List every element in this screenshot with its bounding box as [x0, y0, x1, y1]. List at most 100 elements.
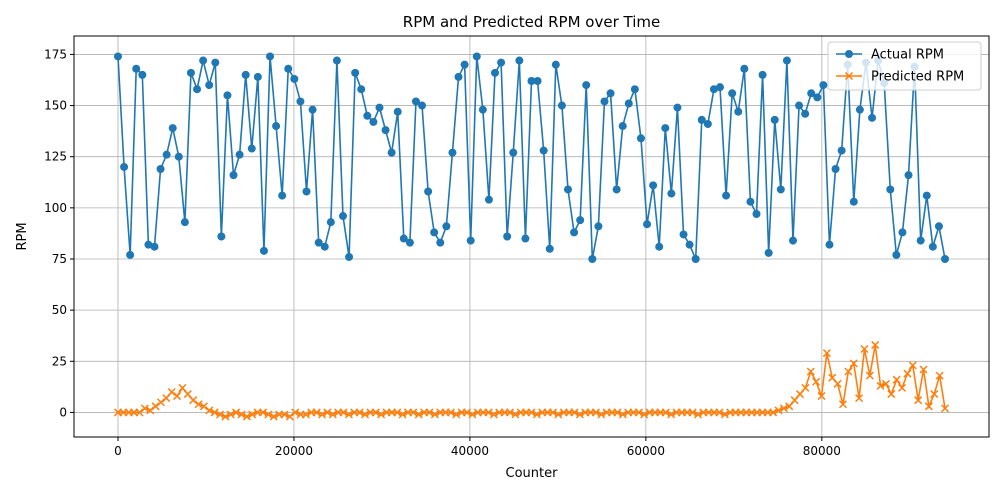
data-point — [881, 379, 890, 388]
data-point — [667, 189, 676, 198]
data-point — [779, 404, 788, 413]
data-point — [323, 408, 332, 417]
data-point — [533, 77, 542, 86]
data-point — [703, 119, 712, 128]
data-point — [113, 52, 122, 61]
data-point — [259, 246, 268, 255]
data-point — [914, 396, 923, 405]
data-point — [290, 74, 299, 83]
data-point — [448, 148, 457, 157]
data-point — [570, 408, 579, 417]
data-point — [186, 68, 195, 77]
y-tick-label: 25 — [52, 354, 67, 368]
legend: Actual RPM Predicted RPM — [827, 41, 982, 91]
data-point — [497, 58, 506, 67]
data-point — [393, 408, 402, 417]
data-point — [509, 148, 518, 157]
data-point — [532, 410, 541, 419]
data-point — [242, 412, 251, 421]
data-point — [924, 402, 933, 411]
data-point — [521, 234, 530, 243]
data-point — [302, 187, 311, 196]
data-point — [387, 148, 396, 157]
data-point — [817, 392, 826, 401]
data-point — [280, 410, 289, 419]
y-tick-label: 50 — [52, 303, 67, 317]
data-point — [860, 344, 869, 354]
data-point — [151, 402, 160, 411]
data-point — [892, 375, 901, 384]
data-point — [795, 101, 804, 110]
data-point — [746, 197, 755, 206]
data-point — [576, 216, 585, 225]
data-point — [941, 255, 950, 264]
data-point — [381, 126, 390, 135]
data-point — [774, 406, 783, 415]
data-point — [377, 410, 386, 419]
data-point — [411, 97, 420, 106]
series-line — [117, 344, 946, 418]
y-tick-label: 75 — [52, 252, 67, 266]
data-point — [570, 228, 579, 237]
legend-label: Actual RPM — [871, 48, 944, 63]
data-point — [887, 390, 896, 399]
x-axis-title: Counter — [506, 466, 559, 481]
legend-marker — [844, 71, 854, 81]
data-point — [855, 394, 864, 403]
legend-label: Predicted RPM — [871, 70, 964, 85]
data-point — [120, 162, 129, 171]
data-point — [904, 171, 913, 180]
data-point — [425, 408, 434, 417]
y-tick-label: 100 — [44, 201, 67, 215]
data-point — [903, 369, 912, 378]
data-point — [849, 359, 858, 368]
data-point — [649, 181, 658, 190]
data-point — [199, 56, 208, 65]
data-point — [308, 105, 317, 114]
data-point — [636, 134, 645, 143]
data-point — [436, 238, 445, 247]
axis-ticks: 0 20000 40000 60000 80000 0 25 50 75 100 125 150 175 — [44, 47, 841, 458]
x-tick-label: 40000 — [451, 444, 489, 458]
data-point — [326, 218, 335, 227]
data-point — [612, 185, 621, 194]
x-tick-label: 60000 — [627, 444, 665, 458]
data-point — [344, 410, 353, 419]
data-point — [430, 410, 439, 419]
data-point — [557, 101, 566, 110]
data-point — [193, 85, 202, 94]
data-point — [328, 410, 337, 419]
data-point — [371, 408, 380, 417]
data-point — [527, 408, 536, 417]
data-point — [217, 232, 226, 241]
data-point — [414, 410, 423, 419]
data-point — [865, 371, 874, 380]
data-point — [398, 410, 407, 419]
data-point — [693, 410, 703, 419]
series-layer — [113, 52, 950, 421]
data-point — [463, 408, 472, 417]
data-point — [928, 242, 937, 251]
data-point — [491, 68, 500, 77]
data-point — [215, 410, 225, 419]
data-point — [720, 410, 729, 419]
data-point — [940, 404, 950, 413]
data-point — [819, 81, 828, 90]
data-point — [235, 150, 244, 159]
data-point — [807, 89, 816, 98]
data-point — [613, 408, 622, 417]
data-point — [144, 240, 153, 249]
data-point — [640, 410, 649, 419]
data-point — [132, 64, 141, 73]
data-point — [563, 185, 572, 194]
data-point — [892, 250, 901, 259]
data-point — [314, 238, 323, 247]
data-point — [345, 252, 354, 261]
data-point — [338, 212, 347, 221]
data-point — [539, 146, 548, 155]
data-point — [472, 52, 481, 61]
data-point — [801, 109, 810, 118]
data-point — [505, 408, 515, 417]
data-point — [782, 56, 791, 65]
